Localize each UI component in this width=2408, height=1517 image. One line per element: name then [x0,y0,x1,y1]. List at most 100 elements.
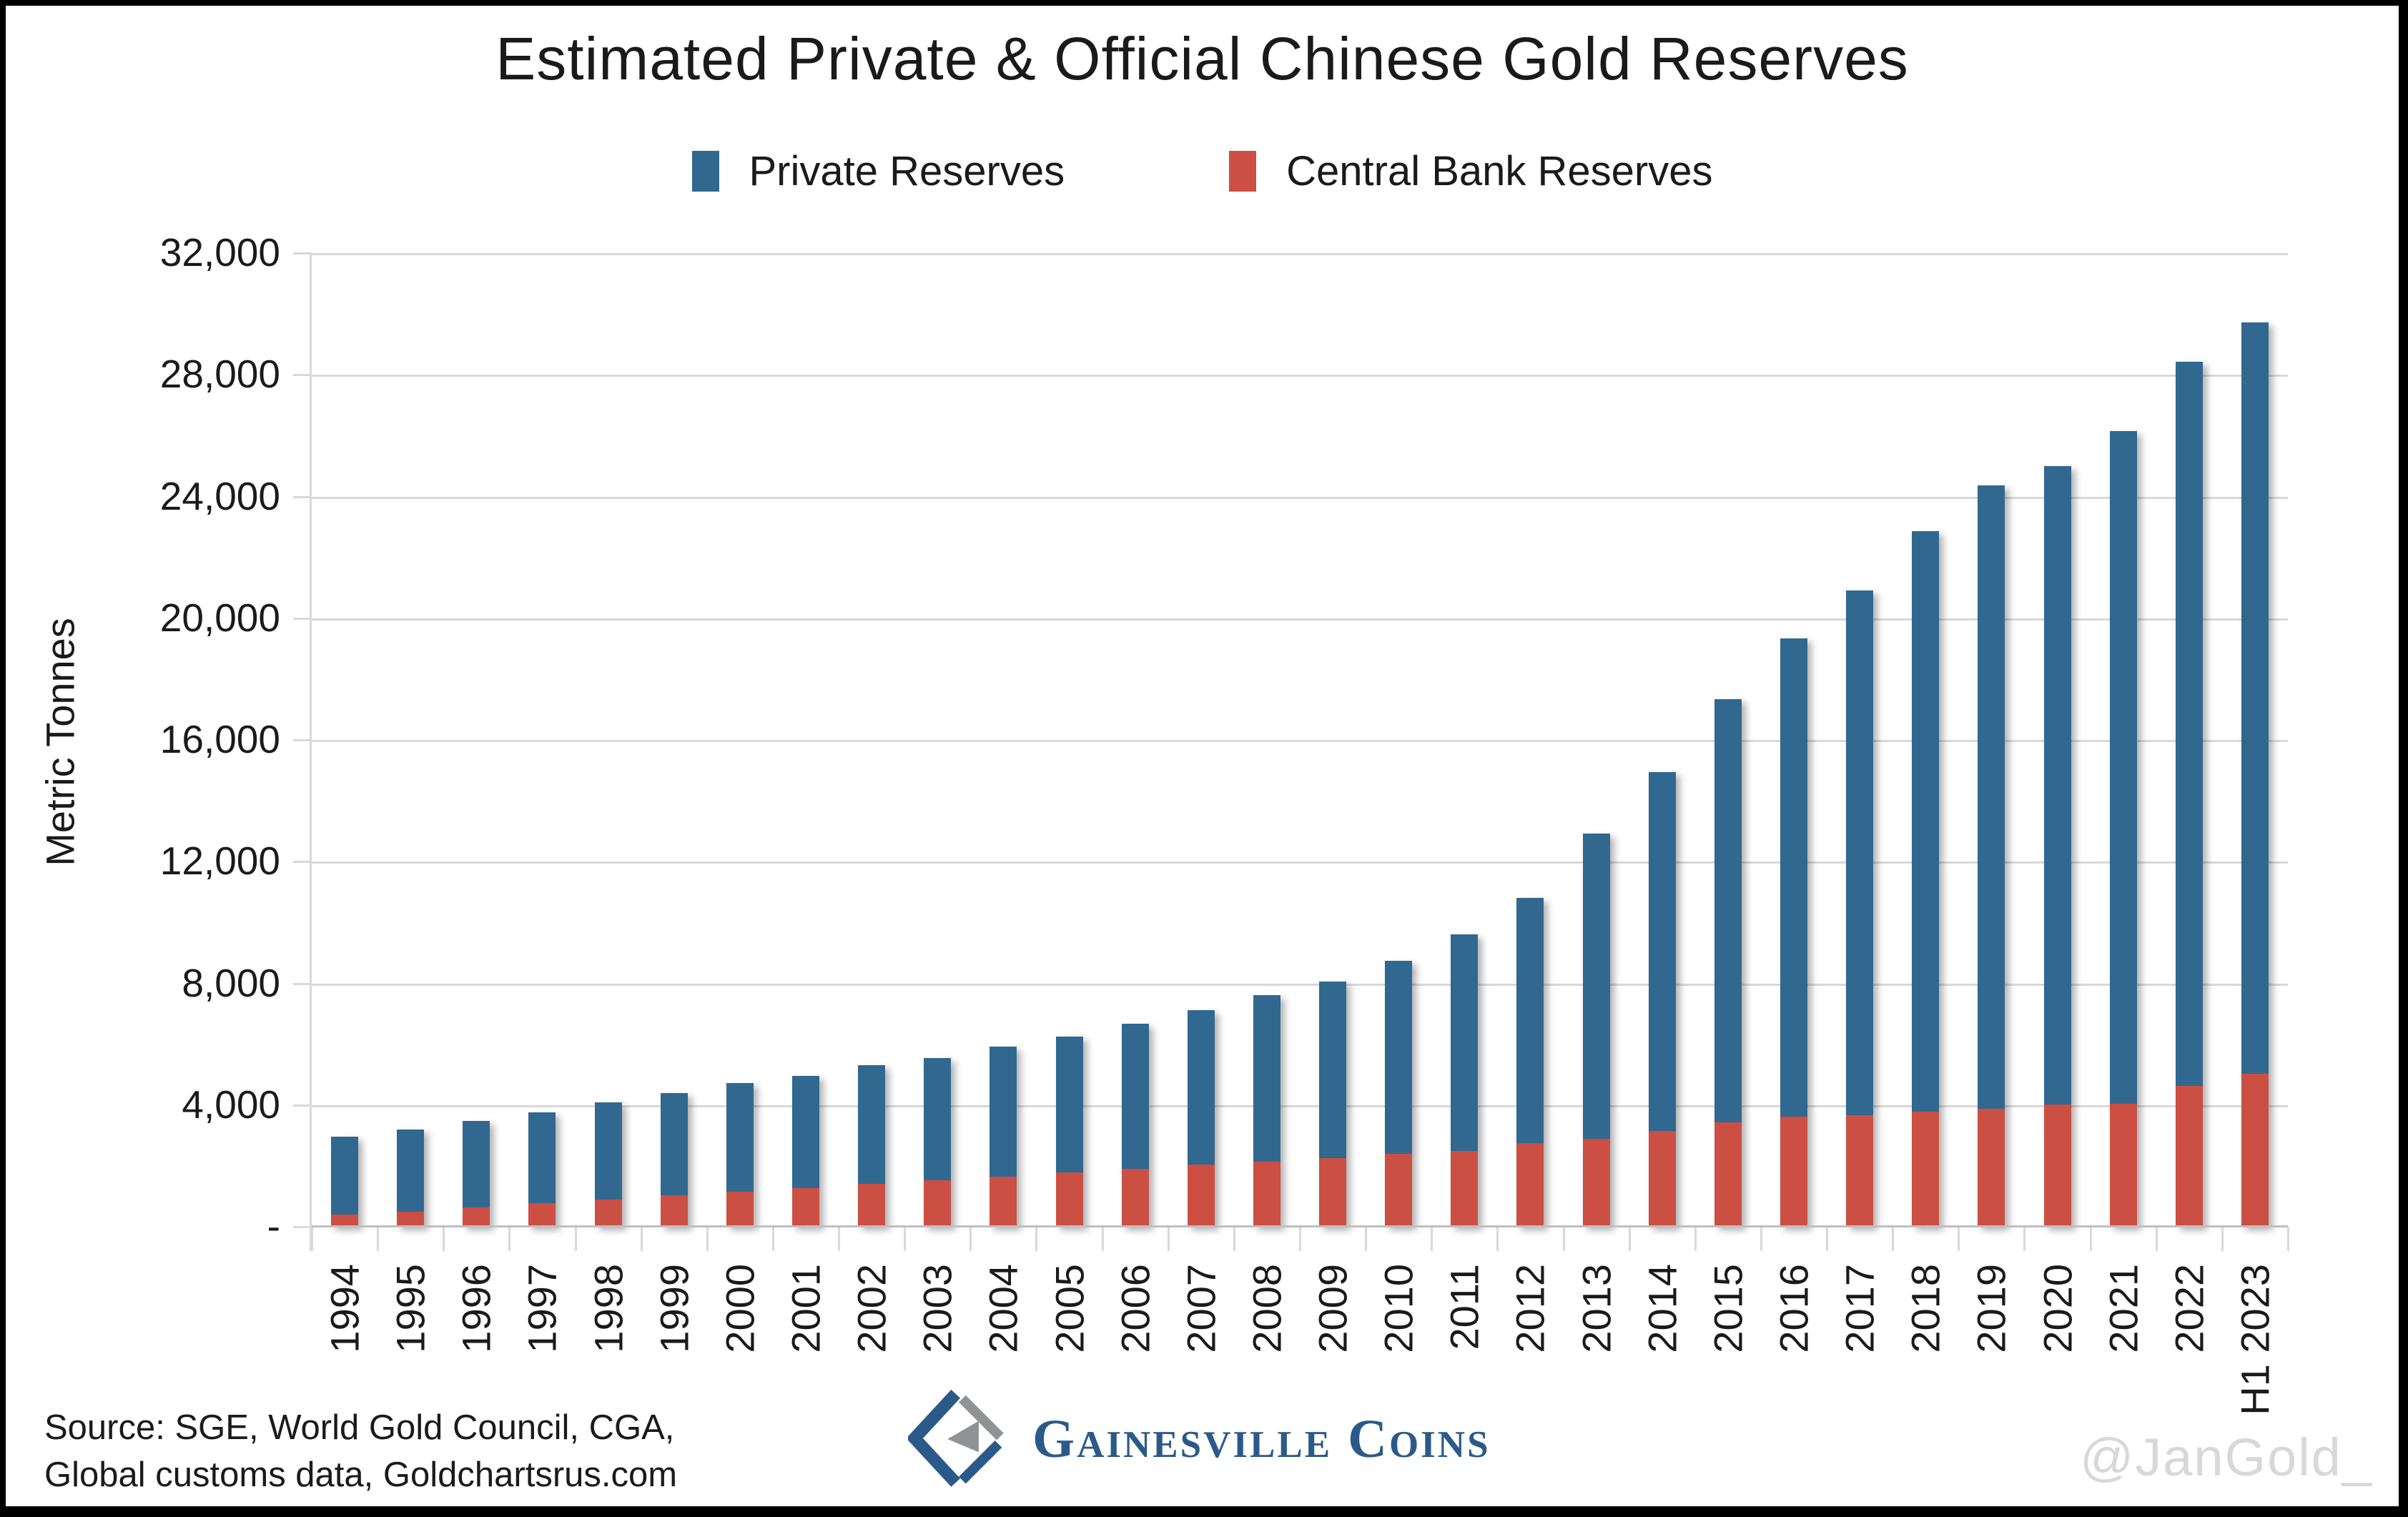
x-axis-tick [508,1227,511,1251]
central-bank-reserves-segment [594,1199,622,1227]
x-axis-tick [1365,1227,1368,1251]
central-bank-reserves-segment [463,1207,490,1227]
private-reserves-segment [1516,898,1544,1144]
bar-1994 [331,1137,359,1227]
y-axis-tick [293,495,312,498]
gridline [312,983,2288,986]
x-tick-label: 2005 [1047,1264,1092,1353]
watermark: @JanGold_ [2080,1428,2373,1487]
gridline [312,496,2288,499]
private-reserves-segment [1846,591,1874,1115]
private-reserves-segment [924,1057,952,1181]
x-axis-tick [1233,1227,1235,1251]
central-bank-reserves-segment [331,1215,359,1227]
private-reserves-swatch [691,151,719,192]
y-tick-label: 8,000 [182,960,280,1005]
bar-2005 [1055,1036,1083,1227]
central-bank-reserves-segment [1582,1138,1610,1227]
legend: Private Reserves Central Bank Reserves [6,147,2399,195]
x-axis-tick [311,1227,313,1251]
x-tick-label: 2004 [980,1264,1026,1353]
private-reserves-segment [990,1047,1017,1177]
x-axis-tick [706,1227,709,1251]
central-bank-reserves-segment [1187,1165,1215,1227]
central-bank-reserves-segment [726,1192,754,1227]
private-reserves-segment [792,1076,819,1188]
y-tick-label: 16,000 [159,717,280,761]
x-axis-tick [1101,1227,1104,1251]
x-axis-tick [838,1227,841,1251]
bar-2019 [1978,485,2005,1227]
gridline [312,861,2288,864]
central-bank-reserves-segment [1648,1130,1676,1227]
x-tick-label: 2000 [717,1264,763,1353]
y-axis-tick [293,617,312,620]
x-axis-tick [969,1227,972,1251]
bar-1998 [594,1102,622,1227]
bar-1997 [528,1112,556,1227]
private-reserves-segment [1055,1036,1083,1172]
x-tick-label: 1996 [453,1264,499,1353]
x-tick-label: 2003 [914,1264,960,1353]
private-reserves-segment [1912,530,1940,1112]
x-tick-label: 2011 [1441,1264,1487,1350]
central-bank-reserves-segment [1846,1115,1874,1227]
legend-label: Central Bank Reserves [1286,148,1713,194]
central-bank-reserves-segment [1714,1122,1742,1227]
bar-2010 [1385,960,1413,1227]
y-axis-title: Metric Tonnes [37,618,83,866]
source-line-1: Source: SGE, World Gold Council, CGA, [44,1408,675,1447]
private-reserves-segment [660,1093,688,1196]
y-axis-tick [293,252,312,255]
x-axis-tick [1958,1227,1960,1251]
y-axis-tick [293,861,312,864]
private-reserves-segment [397,1129,425,1212]
x-axis-tick [2287,1227,2289,1251]
gridline [312,618,2288,621]
central-bank-reserves-segment [2241,1074,2269,1227]
x-tick-label: 2002 [849,1264,894,1353]
gainesville-coins-logo-icon [908,1390,1004,1487]
central-bank-reserves-segment [1121,1169,1149,1227]
central-bank-reserves-segment [397,1211,425,1227]
x-axis-tick [904,1227,907,1251]
bar-2016 [1780,638,1807,1227]
bar-2000 [726,1083,754,1227]
x-tick-label: 2007 [1178,1264,1224,1353]
x-tick-label: 2009 [1310,1264,1356,1353]
x-tick-label: 1994 [322,1264,367,1353]
y-axis-tick [293,982,312,985]
legend-item-private: Private Reserves [691,147,1065,195]
bar-2021 [2109,431,2137,1227]
x-axis-tick [574,1227,577,1251]
private-reserves-segment [1978,485,2005,1109]
bar-2015 [1714,698,1742,1227]
central-bank-reserves-segment [2043,1105,2071,1227]
bar-2003 [924,1057,952,1227]
bar-2001 [792,1076,819,1227]
y-axis-line [310,253,312,1251]
x-axis-tick [1760,1227,1762,1251]
private-reserves-segment [1714,698,1742,1123]
x-axis-tick [2023,1227,2026,1251]
gridline [312,253,2288,255]
private-reserves-segment [2109,431,2137,1104]
brand-logo: Gainesville Coins [908,1390,1491,1488]
y-tick-label: 28,000 [159,352,280,397]
y-tick-label: - [267,1204,280,1248]
legend-label: Private Reserves [749,148,1065,194]
x-axis-tick [1562,1227,1565,1251]
x-axis-tick [640,1227,643,1251]
x-axis-tick [443,1227,445,1251]
central-bank-reserves-segment [2109,1103,2137,1227]
bar-2004 [990,1047,1017,1227]
private-reserves-segment [858,1064,886,1184]
central-bank-reserves-segment [1319,1158,1347,1227]
central-bank-reserves-segment [1055,1172,1083,1227]
x-axis-tick [1892,1227,1895,1251]
y-tick-label: 20,000 [159,595,280,640]
private-reserves-segment [2043,465,2071,1105]
bar-1999 [660,1093,688,1227]
central-bank-reserves-segment [1978,1108,2005,1227]
